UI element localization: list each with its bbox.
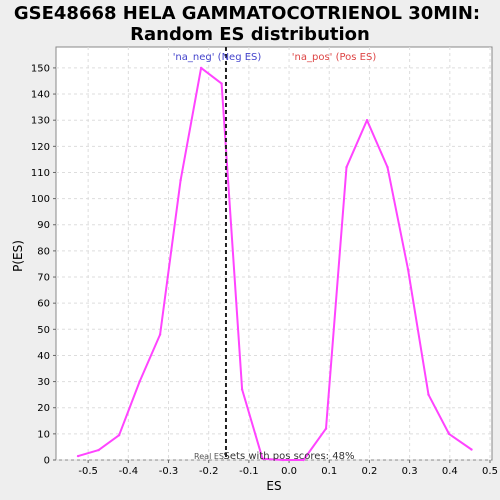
data-point <box>97 448 100 452</box>
plot-area <box>55 46 493 461</box>
data-point <box>470 448 473 451</box>
y-tick-label: 40 <box>37 351 50 362</box>
data-point <box>179 179 182 182</box>
y-tick-label: 70 <box>37 273 50 284</box>
data-point <box>240 388 244 391</box>
data-point <box>117 433 121 437</box>
data-point <box>220 82 223 85</box>
data-point <box>76 454 80 458</box>
x-tick-label: 0.2 <box>361 466 377 477</box>
y-tick-label: 150 <box>31 63 50 74</box>
x-tick-label: 0.3 <box>402 466 418 477</box>
data-point <box>261 457 264 460</box>
data-point <box>386 166 389 169</box>
pos-score-summary: Sets with pos scores: 48% <box>224 451 355 462</box>
x-tick-label: 0.5 <box>482 466 498 477</box>
x-tick-label: -0.3 <box>159 466 179 477</box>
real-es-layer: Real ES <box>194 47 227 461</box>
chart-title-line1: GSE48668 HELA GAMMATOCOTRIENOL 30MIN: <box>14 3 480 24</box>
x-tick-label: -0.1 <box>239 466 259 477</box>
y-tick-label: 100 <box>31 194 50 205</box>
data-point <box>345 166 348 169</box>
data-point <box>406 267 410 271</box>
y-tick-label: 60 <box>37 299 50 310</box>
data-point <box>302 458 305 462</box>
y-tick-label: 10 <box>37 429 50 440</box>
x-tick-label: -0.4 <box>119 466 139 477</box>
y-axis-label: P(ES) <box>11 240 25 272</box>
x-tick-label: 0.0 <box>281 466 297 477</box>
x-tick-label: 0.1 <box>321 466 337 477</box>
x-tick-label: -0.2 <box>199 466 219 477</box>
y-tick-label: 130 <box>31 116 50 127</box>
x-tick-label: 0.4 <box>442 466 458 477</box>
y-tick-label: 80 <box>37 246 50 257</box>
y-tick-label: 110 <box>31 168 50 179</box>
y-tick-label: 30 <box>37 377 50 388</box>
y-tick-label: 120 <box>31 142 50 153</box>
y-axis-ticks: 0 10 20 30 40 50 60 70 80 90 100 110 120 130 140 150 <box>31 63 56 467</box>
x-axis-label: ES <box>266 479 281 493</box>
x-axis-ticks: -0.5 -0.4 -0.3 -0.2 -0.1 0.0 0.1 0.2 0.3 0.4 0.5 <box>78 460 498 477</box>
data-point <box>138 380 141 383</box>
y-tick-label: 140 <box>31 90 50 101</box>
data-point <box>447 432 451 436</box>
y-tick-label: 0 <box>44 456 50 467</box>
chart-title-line2: Random ES distribution <box>130 24 370 45</box>
series-layer <box>76 66 473 462</box>
x-tick-label: -0.5 <box>78 466 98 477</box>
data-point <box>281 458 285 462</box>
data-point <box>158 333 162 336</box>
y-tick-label: 50 <box>37 325 50 336</box>
data-point <box>199 66 203 70</box>
pos-es-annotation: 'na_pos' (Pos ES) <box>292 52 377 63</box>
neg-es-annotation: 'na_neg' (Neg ES) <box>173 52 262 63</box>
real-es-label: Real ES <box>194 452 224 461</box>
data-point <box>365 118 369 122</box>
y-tick-label: 90 <box>37 220 50 231</box>
es-distribution-line <box>77 66 473 461</box>
data-point <box>324 427 328 430</box>
y-tick-label: 20 <box>37 403 50 414</box>
data-point <box>427 393 430 396</box>
